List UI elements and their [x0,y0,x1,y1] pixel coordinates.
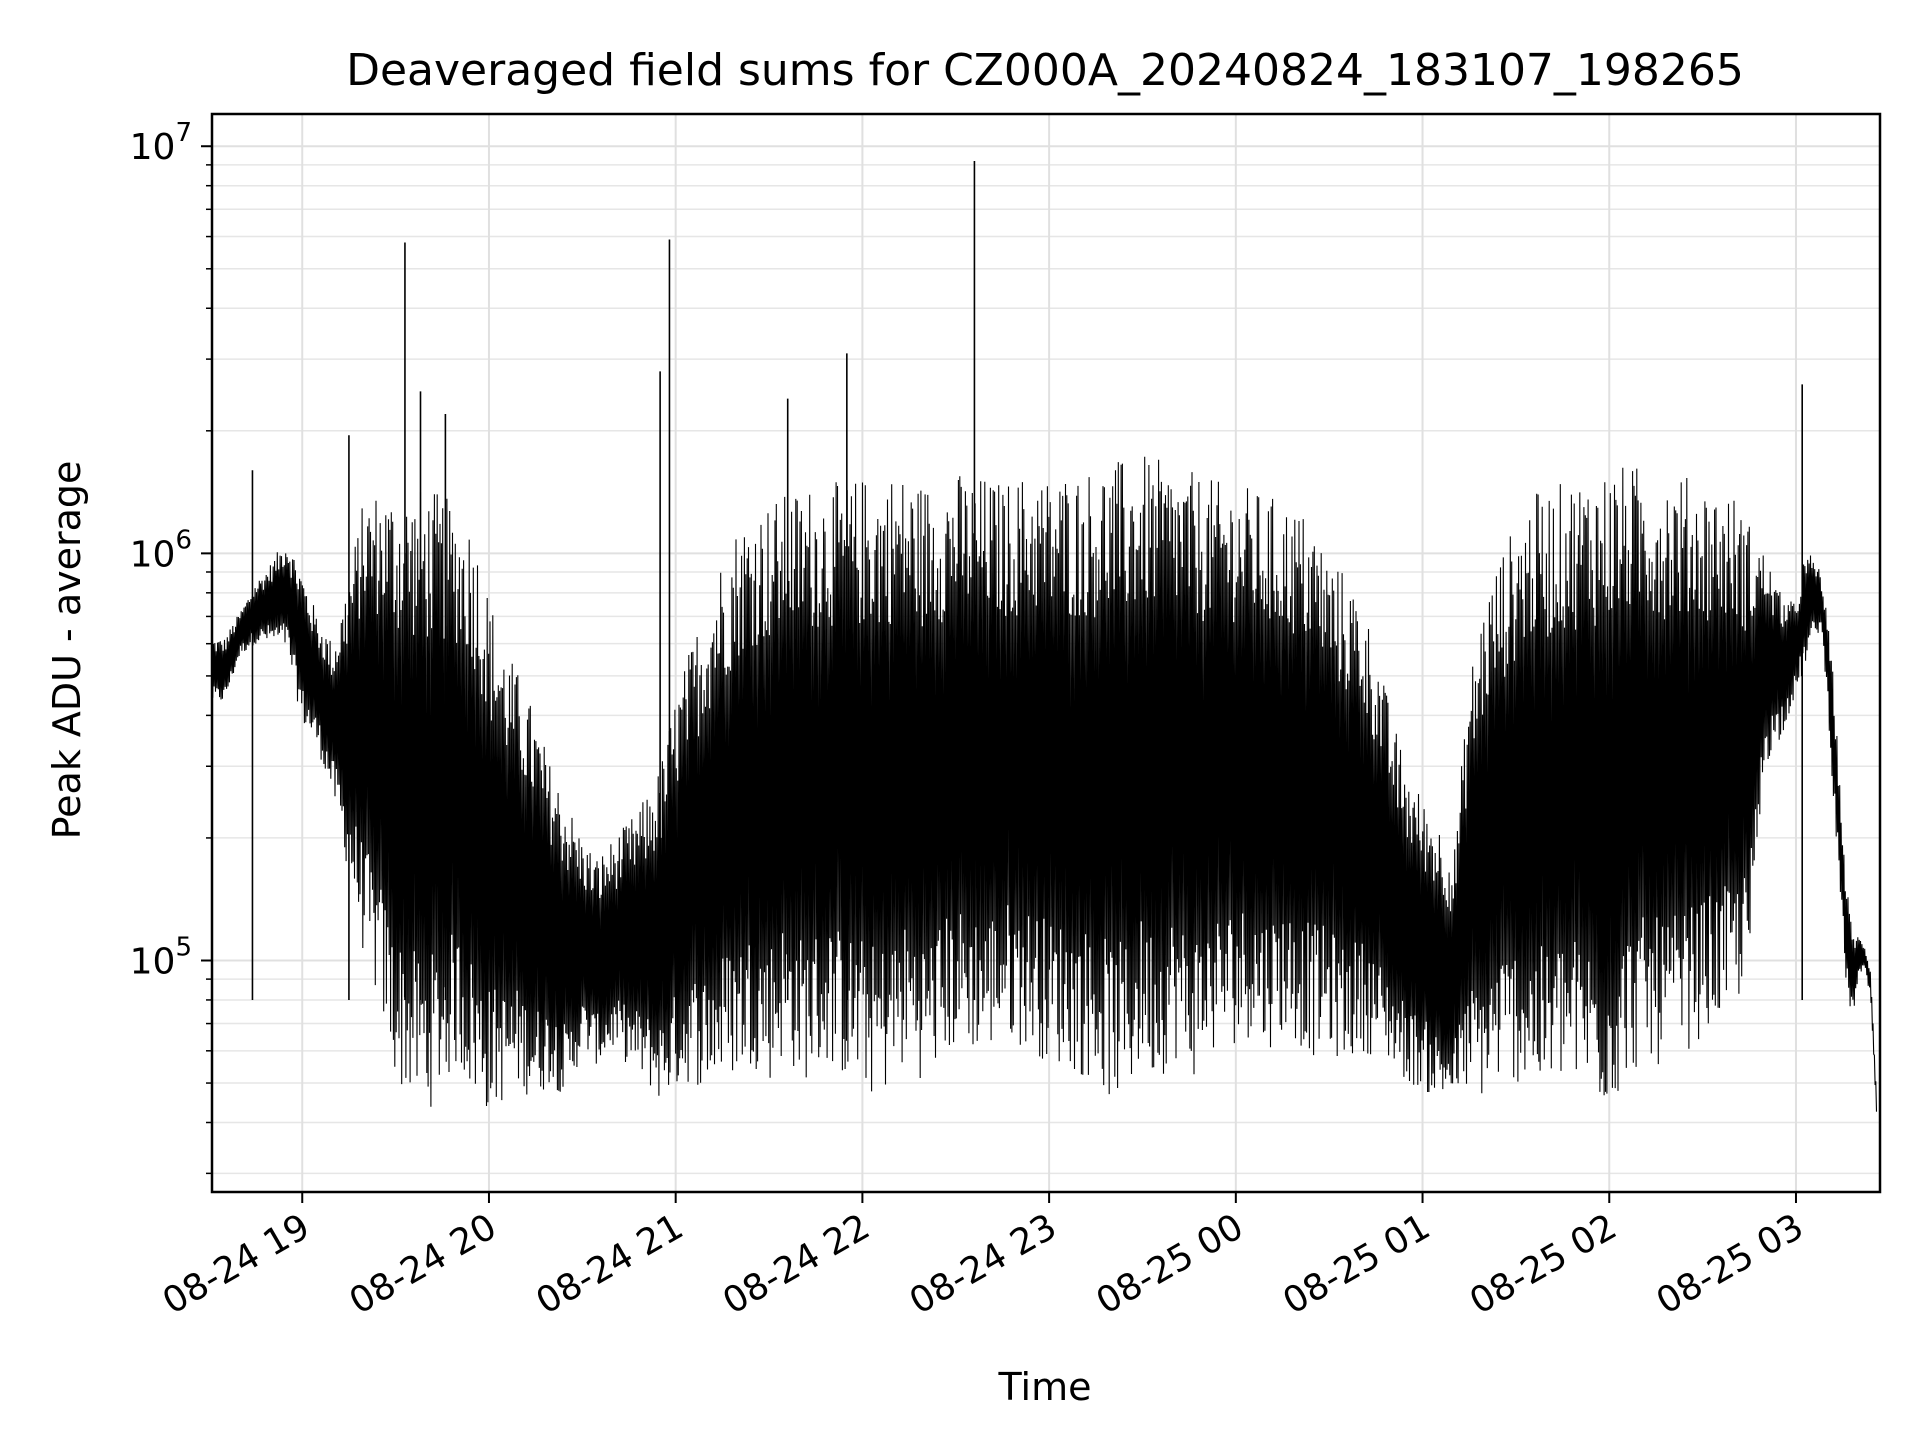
chart-title: Deaveraged field sums for CZ000A_2024082… [346,45,1744,96]
y-axis: 105 106 107 [130,118,212,1175]
y-axis-label: Peak ADU - average [45,461,89,840]
y-tick-label: 107 [130,118,192,168]
y-tick-label: 106 [130,525,192,575]
x-axis-label: Time [998,1365,1092,1409]
data-series [211,160,1878,1112]
series-line [211,456,1878,1112]
y-tick-label: 105 [130,932,192,982]
plot-frame [210,112,1882,1194]
